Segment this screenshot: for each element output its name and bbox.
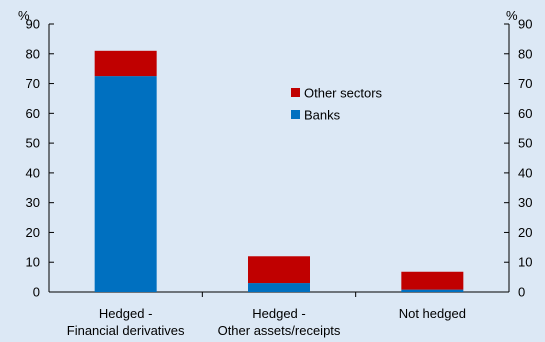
left-tick-label: 30 xyxy=(26,195,40,210)
legend: Other sectors Banks xyxy=(291,86,383,123)
category-label: Hedged - xyxy=(99,306,152,321)
legend-swatch-other-sectors xyxy=(291,88,300,97)
bar-other-sectors-1 xyxy=(248,256,310,284)
right-tick-label: 70 xyxy=(518,76,532,91)
left-tick-label: 90 xyxy=(26,17,40,32)
left-tick-label: 0 xyxy=(33,285,40,300)
left-tick-label: 80 xyxy=(26,46,40,61)
left-tick-label: 50 xyxy=(26,136,40,151)
right-tick-label: 0 xyxy=(518,285,525,300)
bar-other-sectors-2 xyxy=(401,271,464,290)
category-labels: Hedged - Financial derivatives Hedged - Oth… xyxy=(67,306,466,338)
bar-banks-2 xyxy=(401,289,464,292)
right-tick-label: 30 xyxy=(518,195,532,210)
left-unit-label: % xyxy=(18,8,30,23)
left-tick-label: 70 xyxy=(26,76,40,91)
bar-banks-0 xyxy=(94,76,157,292)
left-tick-label: 60 xyxy=(26,106,40,121)
category-label: Other assets/receipts xyxy=(218,323,341,338)
category-label: Hedged - xyxy=(252,306,305,321)
left-tick-label: 10 xyxy=(26,255,40,270)
right-tick-label: 60 xyxy=(518,106,532,121)
bar-banks-1 xyxy=(248,283,310,292)
legend-swatch-banks xyxy=(291,110,300,119)
right-tick-label: 50 xyxy=(518,136,532,151)
category-label: Not hedged xyxy=(399,306,466,321)
right-tick-label: 20 xyxy=(518,225,532,240)
left-tick-label: 20 xyxy=(26,225,40,240)
category-label: Financial derivatives xyxy=(67,323,185,338)
right-tick-label: 10 xyxy=(518,255,532,270)
left-tick-label: 40 xyxy=(26,165,40,180)
right-tick-label: 90 xyxy=(518,17,532,32)
legend-label-banks: Banks xyxy=(304,108,341,123)
right-y-ticks: 0 10 20 30 40 50 60 70 80 90 xyxy=(504,17,532,300)
right-tick-label: 40 xyxy=(518,165,532,180)
legend-label-other-sectors: Other sectors xyxy=(304,86,383,101)
bars xyxy=(94,50,464,292)
left-y-ticks: 0 10 20 30 40 50 60 70 80 90 xyxy=(26,17,54,300)
right-unit-label: % xyxy=(506,8,518,23)
right-tick-label: 80 xyxy=(518,46,532,61)
bar-other-sectors-0 xyxy=(94,50,157,77)
x-category-separators xyxy=(201,292,357,297)
